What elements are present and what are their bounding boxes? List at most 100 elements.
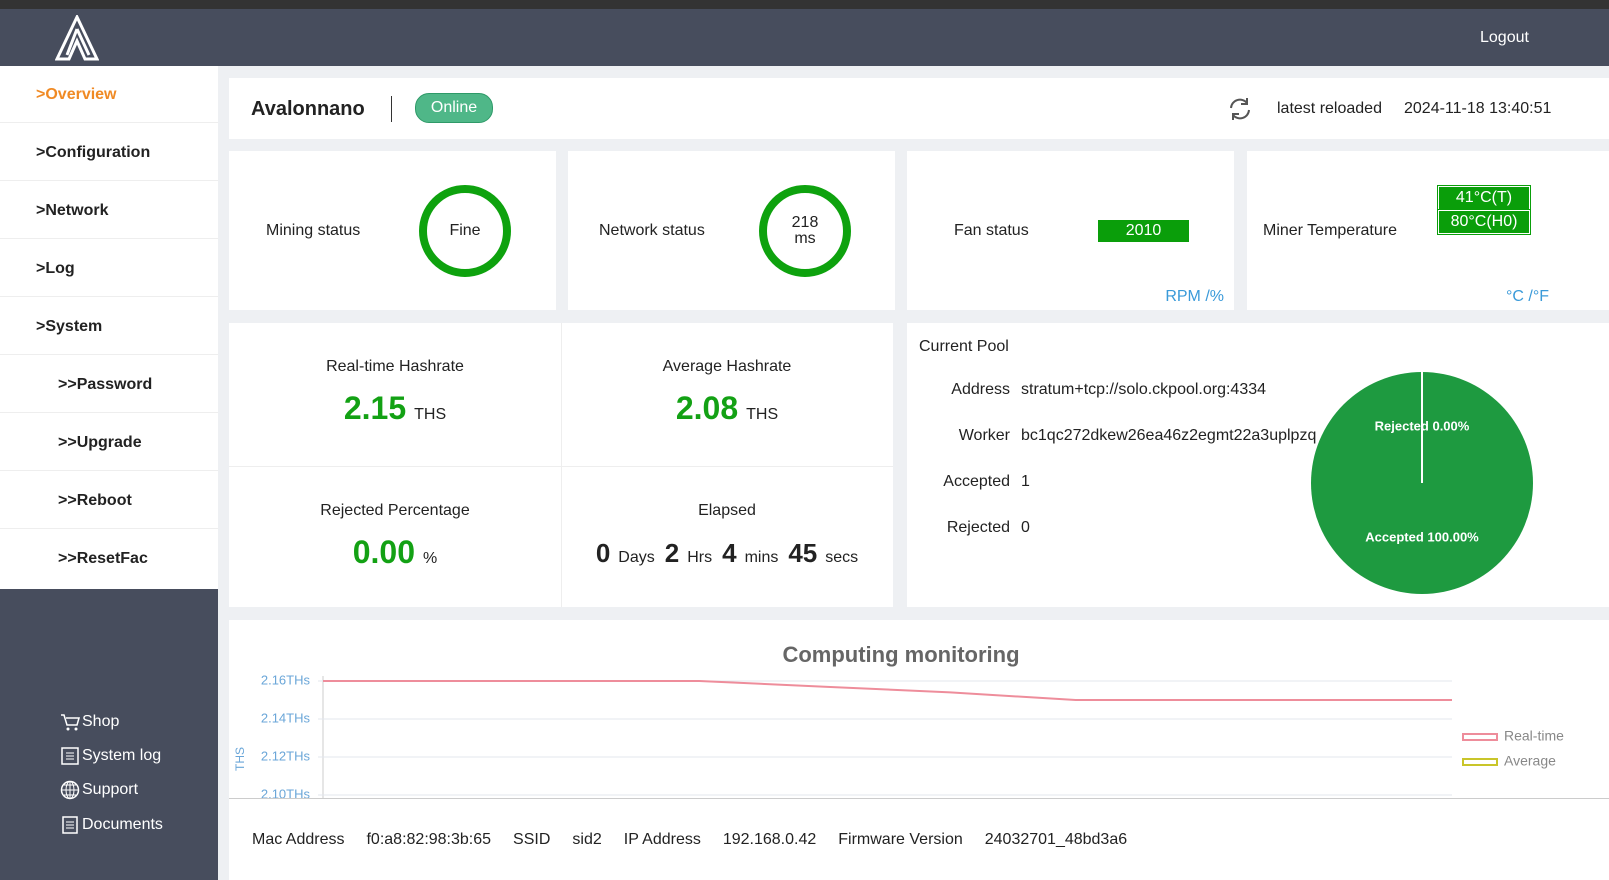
shop-link[interactable]: Shop <box>60 712 119 732</box>
category: Accepted <box>1365 530 1424 545</box>
nav-item[interactable]: >>Reboot <box>0 472 218 529</box>
y-tick-label: 2.12THs <box>261 748 311 763</box>
icon <box>60 780 80 800</box>
unit: THS <box>414 406 447 423</box>
documents-link[interactable]: Documents <box>60 815 163 835</box>
footer-value: 192.168.0.42 <box>722 830 817 848</box>
row-label: Address <box>951 381 1010 398</box>
value: 218 <box>791 214 819 231</box>
elapsed-value: 0 Days 2 Hrs 4 mins 45 secs <box>561 538 893 569</box>
y-tick-label: 2.16THs <box>261 672 311 687</box>
link-text: Support <box>82 781 139 798</box>
series-line <box>323 680 1452 701</box>
link-text: Shop <box>82 713 120 730</box>
unit-toggle[interactable]: RPM /% <box>1165 288 1224 305</box>
value-label: 0.00% <box>1432 419 1469 434</box>
value: 4 <box>722 538 737 568</box>
pie-label: Rejected 0.00% <box>1375 419 1470 434</box>
fan-value: 2010 <box>1098 220 1189 242</box>
sidebar <box>0 66 218 880</box>
nav-item[interactable]: >>Upgrade <box>0 414 218 471</box>
unit: % <box>423 550 438 567</box>
nav-item[interactable]: >System <box>0 298 218 355</box>
label: Fan status <box>954 222 1029 239</box>
divider <box>561 323 562 607</box>
unit: ms <box>794 230 816 247</box>
average: Average Hashrate 2.08 THS <box>561 358 893 427</box>
label: Mining status <box>266 222 361 239</box>
unit: Days <box>618 549 655 566</box>
value: 0 <box>595 538 611 568</box>
mining-ring: Fine <box>419 185 511 277</box>
icon <box>61 747 79 765</box>
temp-value: 41°C(T) <box>1437 185 1531 211</box>
legend-label: Real-time <box>1504 728 1564 744</box>
divider <box>229 466 893 467</box>
divider <box>391 96 392 122</box>
pool-card: Current Pool Address stratum+tcp://solo.… <box>907 323 1609 607</box>
link-text: System log <box>82 747 162 764</box>
nav-item[interactable]: >Network <box>0 182 218 239</box>
row-value: 0 <box>1021 519 1030 536</box>
pie-chart: Rejected 0.00% Accepted 100.00% <box>1311 372 1533 594</box>
row-label: Accepted <box>943 473 1010 490</box>
fan-card: Fan status 2010 RPM /% <box>907 151 1234 310</box>
top-strip <box>0 0 1609 9</box>
chart-title: Computing monitoring <box>782 642 1019 667</box>
footer-value: 24032701_48bd3a6 <box>984 830 1128 848</box>
realtime: Real-time Hashrate 2.15 THS <box>229 358 561 427</box>
logout[interactable]: Logout <box>1480 29 1529 46</box>
value: 2 <box>664 538 680 568</box>
hashrate-card: Real-time Hashrate 2.15 THS Average Hashr… <box>229 323 893 607</box>
pool-title: Current Pool <box>919 338 1009 355</box>
footer-label: IP Address <box>623 830 701 848</box>
label: Real-time Hashrate <box>326 358 464 375</box>
legend-swatch <box>1462 733 1498 741</box>
nav-item[interactable]: >Overview <box>0 66 218 123</box>
footer: Mac Address f0:a8:82:98:3b:65 SSID sid2 IP… <box>229 798 1609 880</box>
rejected: Rejected Percentage 0.00% <box>229 502 561 571</box>
unit: THS <box>746 406 779 423</box>
unit: Hrs <box>687 549 713 566</box>
label: Network status <box>599 222 705 239</box>
temp-card: Miner Temperature 41°C(T) 80°C(H0) °C /°… <box>1247 151 1609 310</box>
label: Miner Temperature <box>1263 222 1397 239</box>
value: Fine <box>449 222 481 239</box>
footer-label: SSID <box>513 830 551 848</box>
nav-item[interactable]: >>Password <box>0 356 218 413</box>
device-name: Avalonnano <box>251 98 365 120</box>
y-tick-label: 2.10THs <box>261 786 311 798</box>
nav-item[interactable]: >Log <box>0 240 218 297</box>
footer-label: Mac Address <box>252 830 345 848</box>
value: 0.00 <box>352 534 416 570</box>
menu <box>0 66 218 589</box>
row-value: 1 <box>1021 473 1030 490</box>
mining-card: Mining status Fine <box>229 151 556 310</box>
status-badge: Online <box>415 93 493 123</box>
label: Elapsed <box>698 502 756 519</box>
nav-item[interactable]: >Configuration <box>0 124 218 181</box>
temp-value: 80°C(H0) <box>1437 209 1531 235</box>
nav-item[interactable]: >>ResetFac <box>58 550 148 567</box>
syslog-link[interactable]: System log <box>60 746 161 766</box>
header: Logout <box>0 9 1609 66</box>
line-chart: Computing monitoring THS 2.16THs 2.14THs 2.1… <box>233 642 1564 871</box>
pool-rows: Address stratum+tcp://solo.ckpool.org:43… <box>907 381 1317 581</box>
row-label: Worker <box>958 427 1010 444</box>
support-link[interactable]: Support <box>60 780 138 800</box>
footer-label: Firmware Version <box>838 830 963 848</box>
icon <box>62 816 78 834</box>
monitor-card: Computing monitoring THS 2.16THs 2.14THs 2.1… <box>229 620 1609 871</box>
reload-icon[interactable] <box>1227 96 1253 122</box>
network-ring: 218 ms <box>759 185 851 277</box>
unit: mins <box>744 549 779 566</box>
y-tick-label: 2.14THs <box>261 710 311 725</box>
unit: secs <box>825 549 859 566</box>
category: Rejected <box>1375 419 1429 434</box>
unit-toggle[interactable]: °C /°F <box>1506 288 1550 305</box>
device-bar: Avalonnano Online latest reloaded 2024-1… <box>229 78 1609 139</box>
icon <box>61 714 80 731</box>
network-card: Network status 218 ms <box>568 151 895 310</box>
reload-label: latest reloaded <box>1277 100 1382 117</box>
